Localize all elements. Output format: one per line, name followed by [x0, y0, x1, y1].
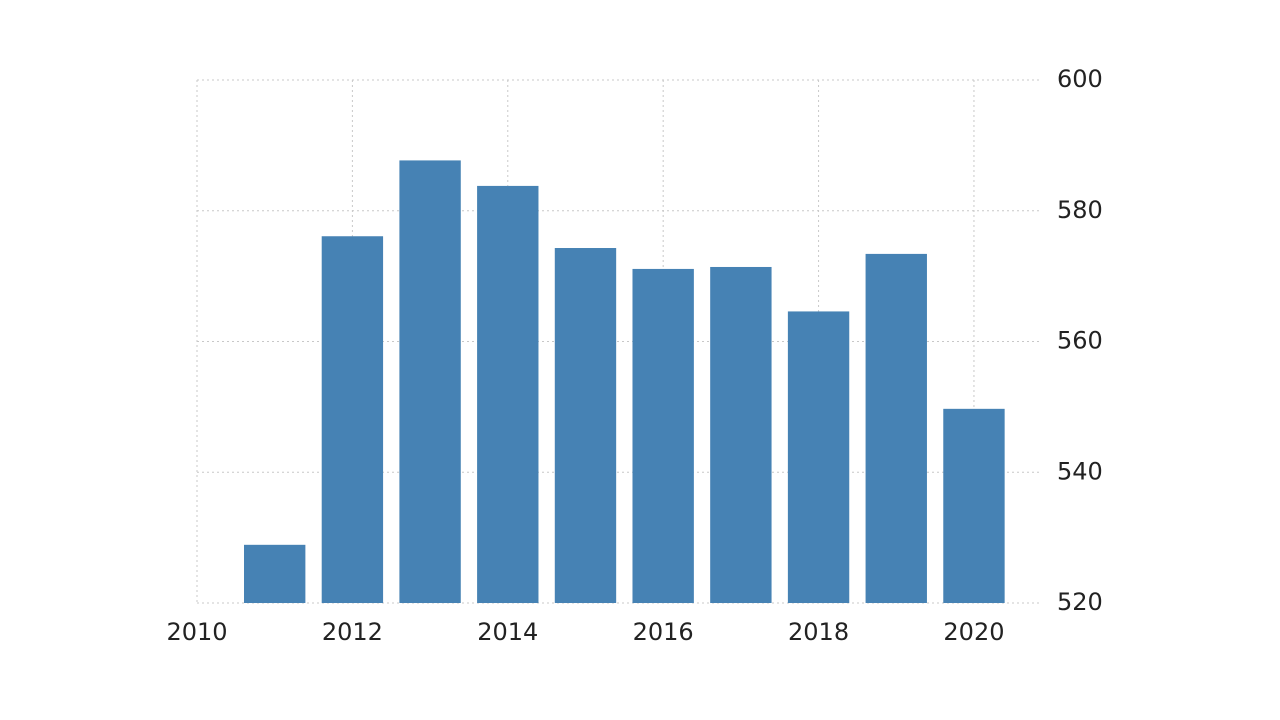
x-tick-label: 2014 — [477, 618, 538, 646]
x-tick-label: 2010 — [166, 618, 227, 646]
x-tick-label: 2016 — [633, 618, 694, 646]
y-tick-label: 580 — [1057, 196, 1103, 224]
x-tick-label: 2018 — [788, 618, 849, 646]
bar — [632, 268, 694, 603]
bar — [244, 544, 306, 603]
bar — [865, 253, 927, 603]
y-tick-label: 520 — [1057, 588, 1103, 616]
y-tick-label: 560 — [1057, 327, 1103, 355]
bar — [321, 236, 384, 603]
bar — [710, 266, 772, 603]
y-tick-label: 540 — [1057, 457, 1103, 485]
bar — [943, 408, 1005, 603]
bar — [399, 160, 461, 603]
bar — [554, 248, 617, 604]
x-tick-label: 2012 — [322, 618, 383, 646]
x-tick-label: 2020 — [943, 618, 1004, 646]
bar — [787, 311, 850, 603]
bar — [477, 185, 539, 603]
y-tick-label: 600 — [1057, 65, 1103, 93]
